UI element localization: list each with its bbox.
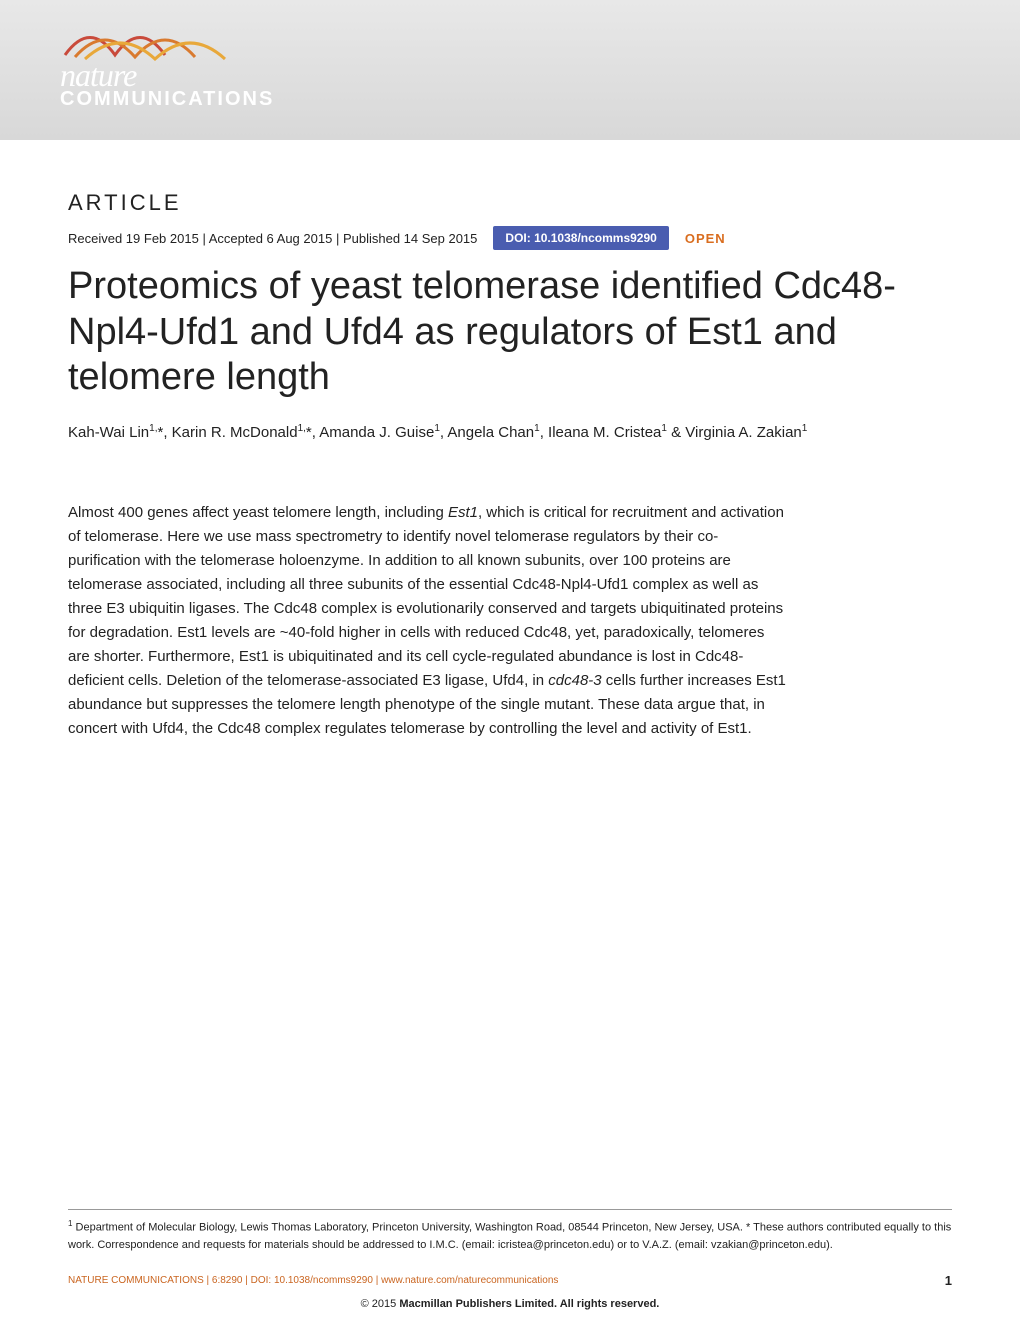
copyright-year: 2015 [372,1298,396,1310]
copyright-symbol: © [361,1298,369,1310]
article-content: ARTICLE Received 19 Feb 2015 | Accepted … [0,140,1020,741]
page-number: 1 [945,1273,952,1288]
affiliation-divider [68,1209,952,1210]
publication-info-row: Received 19 Feb 2015 | Accepted 6 Aug 20… [68,226,952,250]
doi-badge[interactable]: DOI: 10.1038/ncomms9290 [493,226,668,250]
abstract-text: Almost 400 genes affect yeast telomere l… [68,501,788,741]
copyright-line: © 2015 Macmillan Publishers Limited. All… [68,1298,952,1310]
article-title: Proteomics of yeast telomerase identifie… [68,264,952,401]
open-access-badge: OPEN [685,231,726,246]
affiliations-text: 1 Department of Molecular Biology, Lewis… [68,1218,952,1253]
journal-logo: nature COMMUNICATIONS [60,15,274,111]
citation-text: NATURE COMMUNICATIONS | 6:8290 | DOI: 10… [68,1275,558,1286]
received-date: Received 19 Feb 2015 [68,231,199,246]
date-separator-2: | [336,231,343,246]
logo-communications-word: COMMUNICATIONS [60,88,274,111]
published-date: Published 14 Sep 2015 [343,231,477,246]
footer-bottom-row: NATURE COMMUNICATIONS | 6:8290 | DOI: 10… [68,1273,952,1288]
copyright-holder: Macmillan Publishers Limited. All rights… [399,1298,659,1310]
publication-dates: Received 19 Feb 2015 | Accepted 6 Aug 20… [68,231,477,246]
journal-banner: nature COMMUNICATIONS [0,0,1020,140]
author-list: Kah-Wai Lin1,*, Karin R. McDonald1,*, Am… [68,423,952,441]
logo-waves-icon [60,15,260,65]
article-type-label: ARTICLE [68,190,952,216]
logo-text: nature COMMUNICATIONS [60,57,274,111]
page-footer: 1 Department of Molecular Biology, Lewis… [0,1209,1020,1340]
accepted-date: Accepted 6 Aug 2015 [209,231,333,246]
